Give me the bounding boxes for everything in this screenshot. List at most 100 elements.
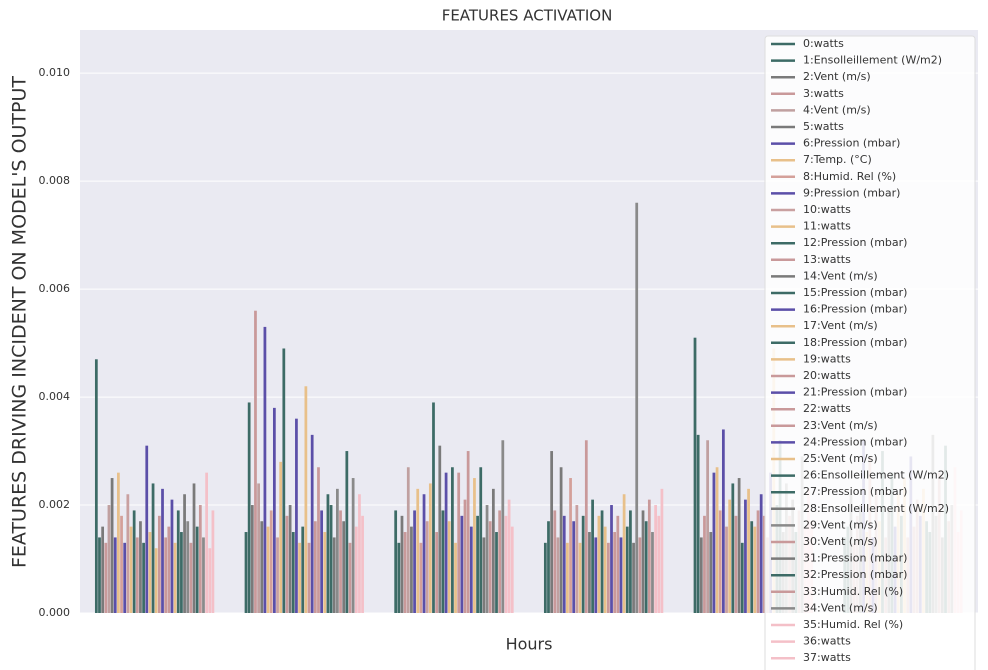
legend-label: 13:watts — [803, 253, 851, 266]
legend-label: 14:Vent (m/s) — [803, 269, 878, 282]
bar — [145, 445, 149, 613]
bar — [295, 418, 298, 613]
bar — [113, 537, 117, 613]
bar — [416, 488, 420, 613]
bar — [566, 542, 569, 613]
bar — [591, 499, 594, 613]
bar — [428, 483, 432, 613]
legend-label: 0:watts — [803, 37, 844, 50]
bar — [728, 499, 732, 613]
bar — [759, 494, 763, 613]
bar — [348, 542, 352, 613]
bar — [266, 526, 270, 613]
bar — [304, 386, 308, 613]
legend-label: 19:watts — [803, 352, 851, 365]
legend-label: 15:Pression (mbar) — [803, 286, 907, 299]
bar — [469, 526, 473, 613]
bar — [189, 542, 193, 613]
bar — [438, 445, 442, 613]
legend-label: 9:Pression (mbar) — [803, 186, 900, 199]
bar — [550, 451, 554, 613]
bar — [142, 542, 145, 613]
bar — [288, 505, 292, 613]
bar — [559, 467, 563, 613]
bar — [101, 526, 105, 613]
bar — [734, 515, 738, 613]
bar — [282, 348, 286, 613]
bar — [578, 542, 582, 613]
bar — [132, 510, 136, 613]
bar — [510, 526, 514, 613]
legend-box — [764, 35, 976, 670]
bar — [176, 510, 180, 613]
bar — [491, 488, 495, 613]
bar — [276, 537, 279, 613]
bar — [625, 526, 629, 613]
y-tick-label: 0.002 — [39, 498, 71, 511]
bar — [485, 505, 489, 613]
bar — [339, 510, 342, 613]
bar — [762, 515, 766, 613]
bar — [192, 483, 196, 613]
bar — [104, 542, 108, 613]
bar — [603, 526, 607, 613]
bar — [594, 537, 598, 613]
bar — [556, 537, 560, 613]
bar — [501, 440, 505, 613]
y-tick-label: 0.010 — [39, 66, 71, 79]
bar — [744, 499, 747, 613]
bar — [329, 505, 333, 613]
bar — [170, 499, 174, 613]
bar — [173, 542, 177, 613]
bar — [696, 434, 700, 613]
legend-label: 4:Vent (m/s) — [803, 103, 871, 116]
bar — [569, 478, 572, 613]
chart-title: FEATURES ACTIVATION — [442, 7, 613, 25]
legend-label: 28:Ensolleillement (W/m2) — [803, 502, 949, 515]
legend-label: 6:Pression (mbar) — [803, 137, 900, 150]
bar — [326, 494, 330, 613]
legend-label: 35:Humid. Rel (%) — [803, 618, 903, 631]
legend-label: 21:Pression (mbar) — [803, 386, 907, 399]
bar — [476, 515, 479, 613]
bar — [435, 532, 439, 613]
bar — [641, 510, 645, 613]
bar — [613, 532, 617, 613]
bar — [257, 483, 260, 613]
legend-label: 22:watts — [803, 402, 851, 415]
bar — [740, 542, 744, 613]
bar — [291, 532, 295, 613]
bar — [507, 499, 511, 613]
bar — [317, 467, 320, 613]
legend-label: 10:watts — [803, 203, 851, 216]
bar — [432, 402, 435, 613]
bar — [410, 526, 413, 613]
bar — [307, 542, 311, 613]
bar — [444, 472, 448, 613]
bar — [126, 494, 130, 613]
legend: 0:watts 1:Ensolleillement (W/m2) 2:Vent (m… — [764, 35, 976, 670]
bar — [157, 515, 161, 613]
bar — [117, 472, 120, 613]
bar — [123, 542, 127, 613]
legend-label: 8:Humid. Rel (%) — [803, 170, 896, 183]
bar — [403, 532, 407, 613]
bar — [110, 478, 114, 613]
bar — [495, 532, 498, 613]
bar — [584, 440, 588, 613]
legend-label: 26:Ensolleillement (W/m2) — [803, 469, 949, 482]
bar — [543, 542, 547, 613]
bar — [419, 542, 423, 613]
legend-label: 12:Pression (mbar) — [803, 236, 907, 249]
bar — [451, 467, 454, 613]
bar — [198, 505, 202, 613]
y-tick-label: 0.004 — [39, 390, 71, 403]
legend-label: 37:watts — [803, 651, 851, 664]
bar — [466, 451, 470, 613]
bar — [575, 505, 579, 613]
bar — [332, 537, 336, 613]
bar — [632, 542, 635, 613]
bar — [747, 488, 750, 613]
bar — [600, 510, 604, 613]
